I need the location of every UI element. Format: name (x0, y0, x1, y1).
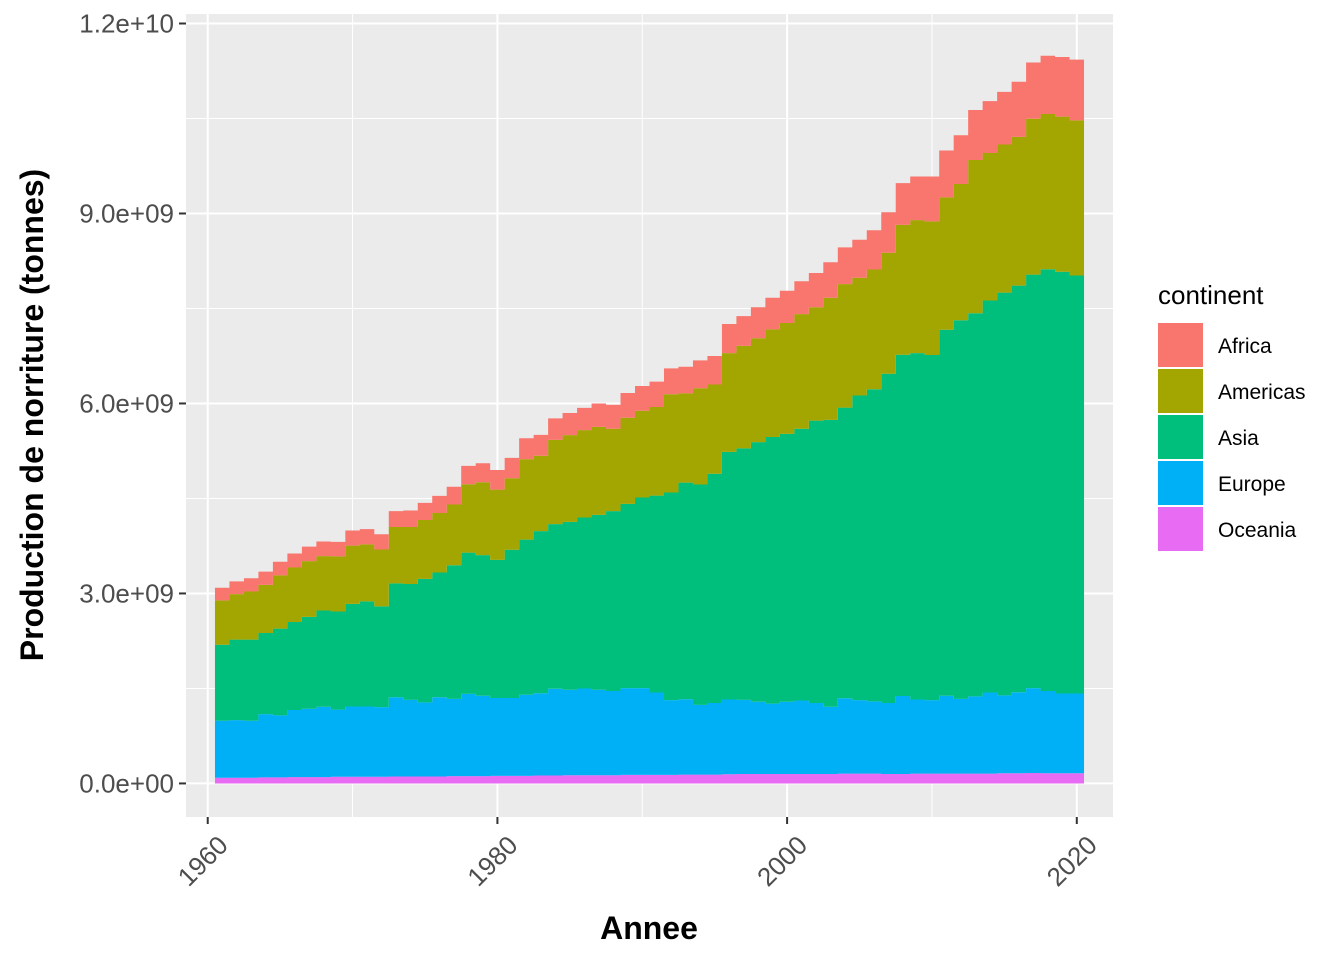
x-tick-label: 1960 (172, 830, 234, 892)
legend-swatch-africa (1158, 323, 1203, 367)
area-oceania (214, 772, 1085, 784)
area-europe (214, 688, 1085, 778)
legend-swatch-europe (1158, 461, 1203, 505)
y-tick-label: 3.0e+09 (79, 578, 174, 608)
y-tick-label: 6.0e+09 (79, 388, 174, 418)
x-tick-label: 1980 (461, 830, 523, 892)
y-tick-label: 9.0e+09 (79, 198, 174, 228)
legend-label-europe: Europe (1218, 473, 1286, 496)
legend-label-americas: Americas (1218, 381, 1306, 404)
legend: continent Africa Americas Asia Europe Oceani… (1158, 280, 1306, 551)
legend-label-asia: Asia (1218, 427, 1259, 450)
legend-label-africa: Africa (1218, 335, 1272, 358)
legend-swatch-asia (1158, 415, 1203, 459)
y-tick-label: 0.0e+00 (79, 768, 174, 798)
x-tick-label: 2020 (1041, 830, 1103, 892)
area-americas (214, 114, 1085, 645)
legend-swatch-oceania (1158, 507, 1203, 551)
legend-title: continent (1158, 280, 1264, 310)
y-axis-title: Production de norriture (tonnes) (14, 169, 50, 661)
area-series (214, 55, 1085, 784)
y-tick-label: 1.2e+10 (79, 8, 174, 38)
area-asia (214, 269, 1085, 721)
area-africa (214, 55, 1085, 601)
x-tick-label: 2000 (751, 830, 813, 892)
legend-label-oceania: Oceania (1218, 519, 1297, 542)
legend-swatch-americas (1158, 369, 1203, 413)
x-axis-title: Annee (600, 910, 698, 946)
